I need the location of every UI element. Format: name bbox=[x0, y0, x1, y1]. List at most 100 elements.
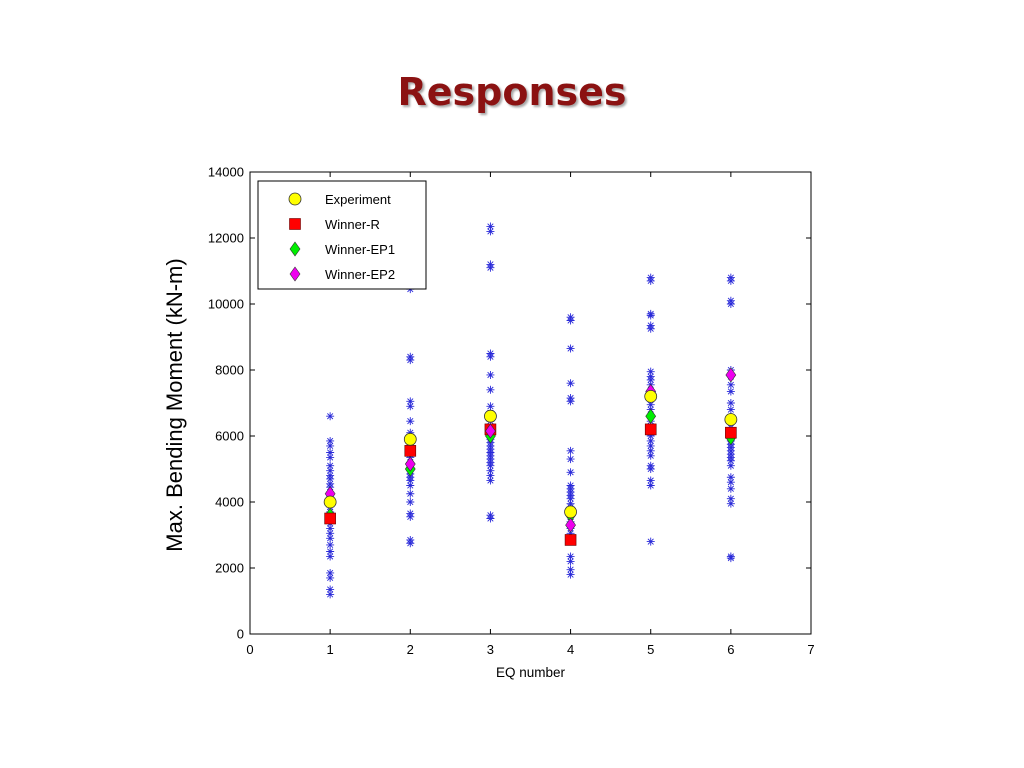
legend-marker bbox=[289, 218, 301, 230]
y-tick-label: 8000 bbox=[215, 363, 244, 378]
ensemble-point bbox=[406, 498, 415, 506]
ensemble-point bbox=[566, 570, 575, 579]
ensemble-point bbox=[326, 573, 335, 582]
ensemble-point bbox=[566, 313, 575, 322]
ensemble-point bbox=[326, 412, 335, 421]
ensemble-point bbox=[726, 484, 735, 493]
ensemble-point bbox=[566, 394, 575, 403]
ensemble-point bbox=[326, 448, 335, 457]
ensemble-point bbox=[486, 471, 495, 480]
ensemble-point bbox=[726, 478, 735, 487]
y-axis-label: Max. Bending Moment (kN-m) bbox=[162, 258, 187, 551]
ensemble-point bbox=[646, 321, 655, 330]
ensemble-point bbox=[726, 461, 735, 470]
y-tick-label: 6000 bbox=[215, 429, 244, 444]
legend-entry: Winner-EP1 bbox=[325, 242, 395, 257]
ensemble-point bbox=[486, 511, 495, 520]
ensemble-point bbox=[726, 494, 735, 503]
ensemble-point bbox=[326, 552, 335, 561]
ensemble-point bbox=[566, 446, 575, 455]
ensemble-point bbox=[406, 352, 415, 361]
ensemble-point bbox=[326, 436, 335, 445]
experiment-point bbox=[403, 432, 417, 446]
experiment-point bbox=[644, 389, 658, 403]
y-tick-label: 4000 bbox=[215, 495, 244, 510]
ensemble-point bbox=[406, 535, 415, 544]
x-tick-label: 2 bbox=[407, 642, 414, 657]
winner-r-point bbox=[564, 534, 577, 546]
axis-ticks: 0 1 2 3 4 5 6 7 0 2000 4000 6000 8000 10000 12000 14000 bbox=[208, 165, 815, 658]
ensemble-point bbox=[406, 481, 415, 490]
ensemble-point bbox=[406, 509, 415, 518]
ensemble-point bbox=[326, 479, 335, 488]
ensemble-point bbox=[326, 453, 335, 462]
ensemble-point bbox=[646, 367, 655, 376]
ensemble-point bbox=[726, 399, 735, 407]
ensemble-point bbox=[486, 227, 495, 236]
ensemble-point bbox=[326, 529, 335, 538]
winner-ep1-point bbox=[645, 408, 657, 424]
ensemble-point bbox=[406, 402, 415, 411]
winner-ep2-point bbox=[485, 423, 496, 439]
ensemble-point bbox=[326, 590, 335, 599]
ensemble-point bbox=[566, 557, 575, 566]
ensemble-point bbox=[486, 466, 495, 475]
ensemble-point bbox=[726, 405, 735, 414]
ensemble-point bbox=[326, 585, 335, 594]
x-tick-label: 3 bbox=[487, 642, 494, 657]
ensemble-point bbox=[406, 428, 415, 437]
ensemble-point bbox=[726, 387, 735, 396]
experiment-point bbox=[724, 413, 738, 426]
ensemble-point bbox=[326, 441, 335, 450]
ensemble-point bbox=[406, 417, 415, 426]
x-tick-label: 7 bbox=[807, 642, 814, 657]
ensemble-point bbox=[326, 471, 335, 480]
plot-frame bbox=[249, 171, 812, 635]
legend-entry: Experiment bbox=[325, 192, 391, 207]
legend: Experiment Winner-R Winner-EP1 Winner-EP2 bbox=[257, 180, 427, 290]
ensemble-point bbox=[566, 468, 575, 477]
ensemble-point bbox=[726, 499, 735, 508]
y-tick-label: 12000 bbox=[208, 231, 244, 246]
ensemble-point bbox=[406, 489, 415, 498]
ensemble-point bbox=[486, 222, 495, 231]
ensemble-point bbox=[566, 455, 575, 464]
ensemble-point bbox=[486, 349, 495, 358]
ensemble-point bbox=[646, 273, 655, 282]
ensemble-point bbox=[726, 473, 735, 482]
ensemble-point bbox=[566, 481, 575, 490]
ensemble-point bbox=[726, 380, 735, 389]
ensemble-point bbox=[326, 534, 335, 543]
x-tick-label: 5 bbox=[647, 642, 654, 657]
ensemble-point bbox=[326, 524, 335, 533]
ensemble-point bbox=[566, 552, 575, 561]
x-axis-label: EQ number bbox=[496, 665, 566, 680]
ensemble-point bbox=[646, 461, 655, 470]
experiment-point bbox=[484, 409, 497, 423]
y-tick-label: 2000 bbox=[215, 561, 244, 576]
winner-ep2-point bbox=[565, 517, 576, 533]
ensemble-point bbox=[646, 372, 655, 381]
ensemble-point bbox=[646, 400, 655, 409]
winner-r-point bbox=[725, 426, 737, 439]
x-tick-label: 1 bbox=[327, 642, 334, 657]
ensemble-point bbox=[566, 344, 575, 353]
winner-ep2-point bbox=[725, 367, 737, 383]
ensemble-point bbox=[646, 451, 655, 460]
x-tick-label: 4 bbox=[567, 642, 574, 657]
ensemble-point bbox=[726, 273, 735, 282]
ensemble-point bbox=[326, 466, 335, 475]
winner-ep2-point bbox=[404, 456, 416, 472]
ensemble-point bbox=[726, 296, 735, 305]
ensemble-point bbox=[486, 402, 495, 411]
x-tick-label: 0 bbox=[246, 642, 253, 657]
ensemble-point bbox=[326, 547, 335, 556]
x-tick-label: 6 bbox=[727, 642, 734, 657]
winner-r-point bbox=[404, 445, 417, 457]
ensemble-point bbox=[566, 379, 575, 388]
ensemble-point bbox=[646, 436, 655, 445]
winner-r-point bbox=[324, 512, 336, 525]
legend-marker bbox=[289, 241, 301, 257]
y-tick-label: 10000 bbox=[208, 297, 244, 312]
